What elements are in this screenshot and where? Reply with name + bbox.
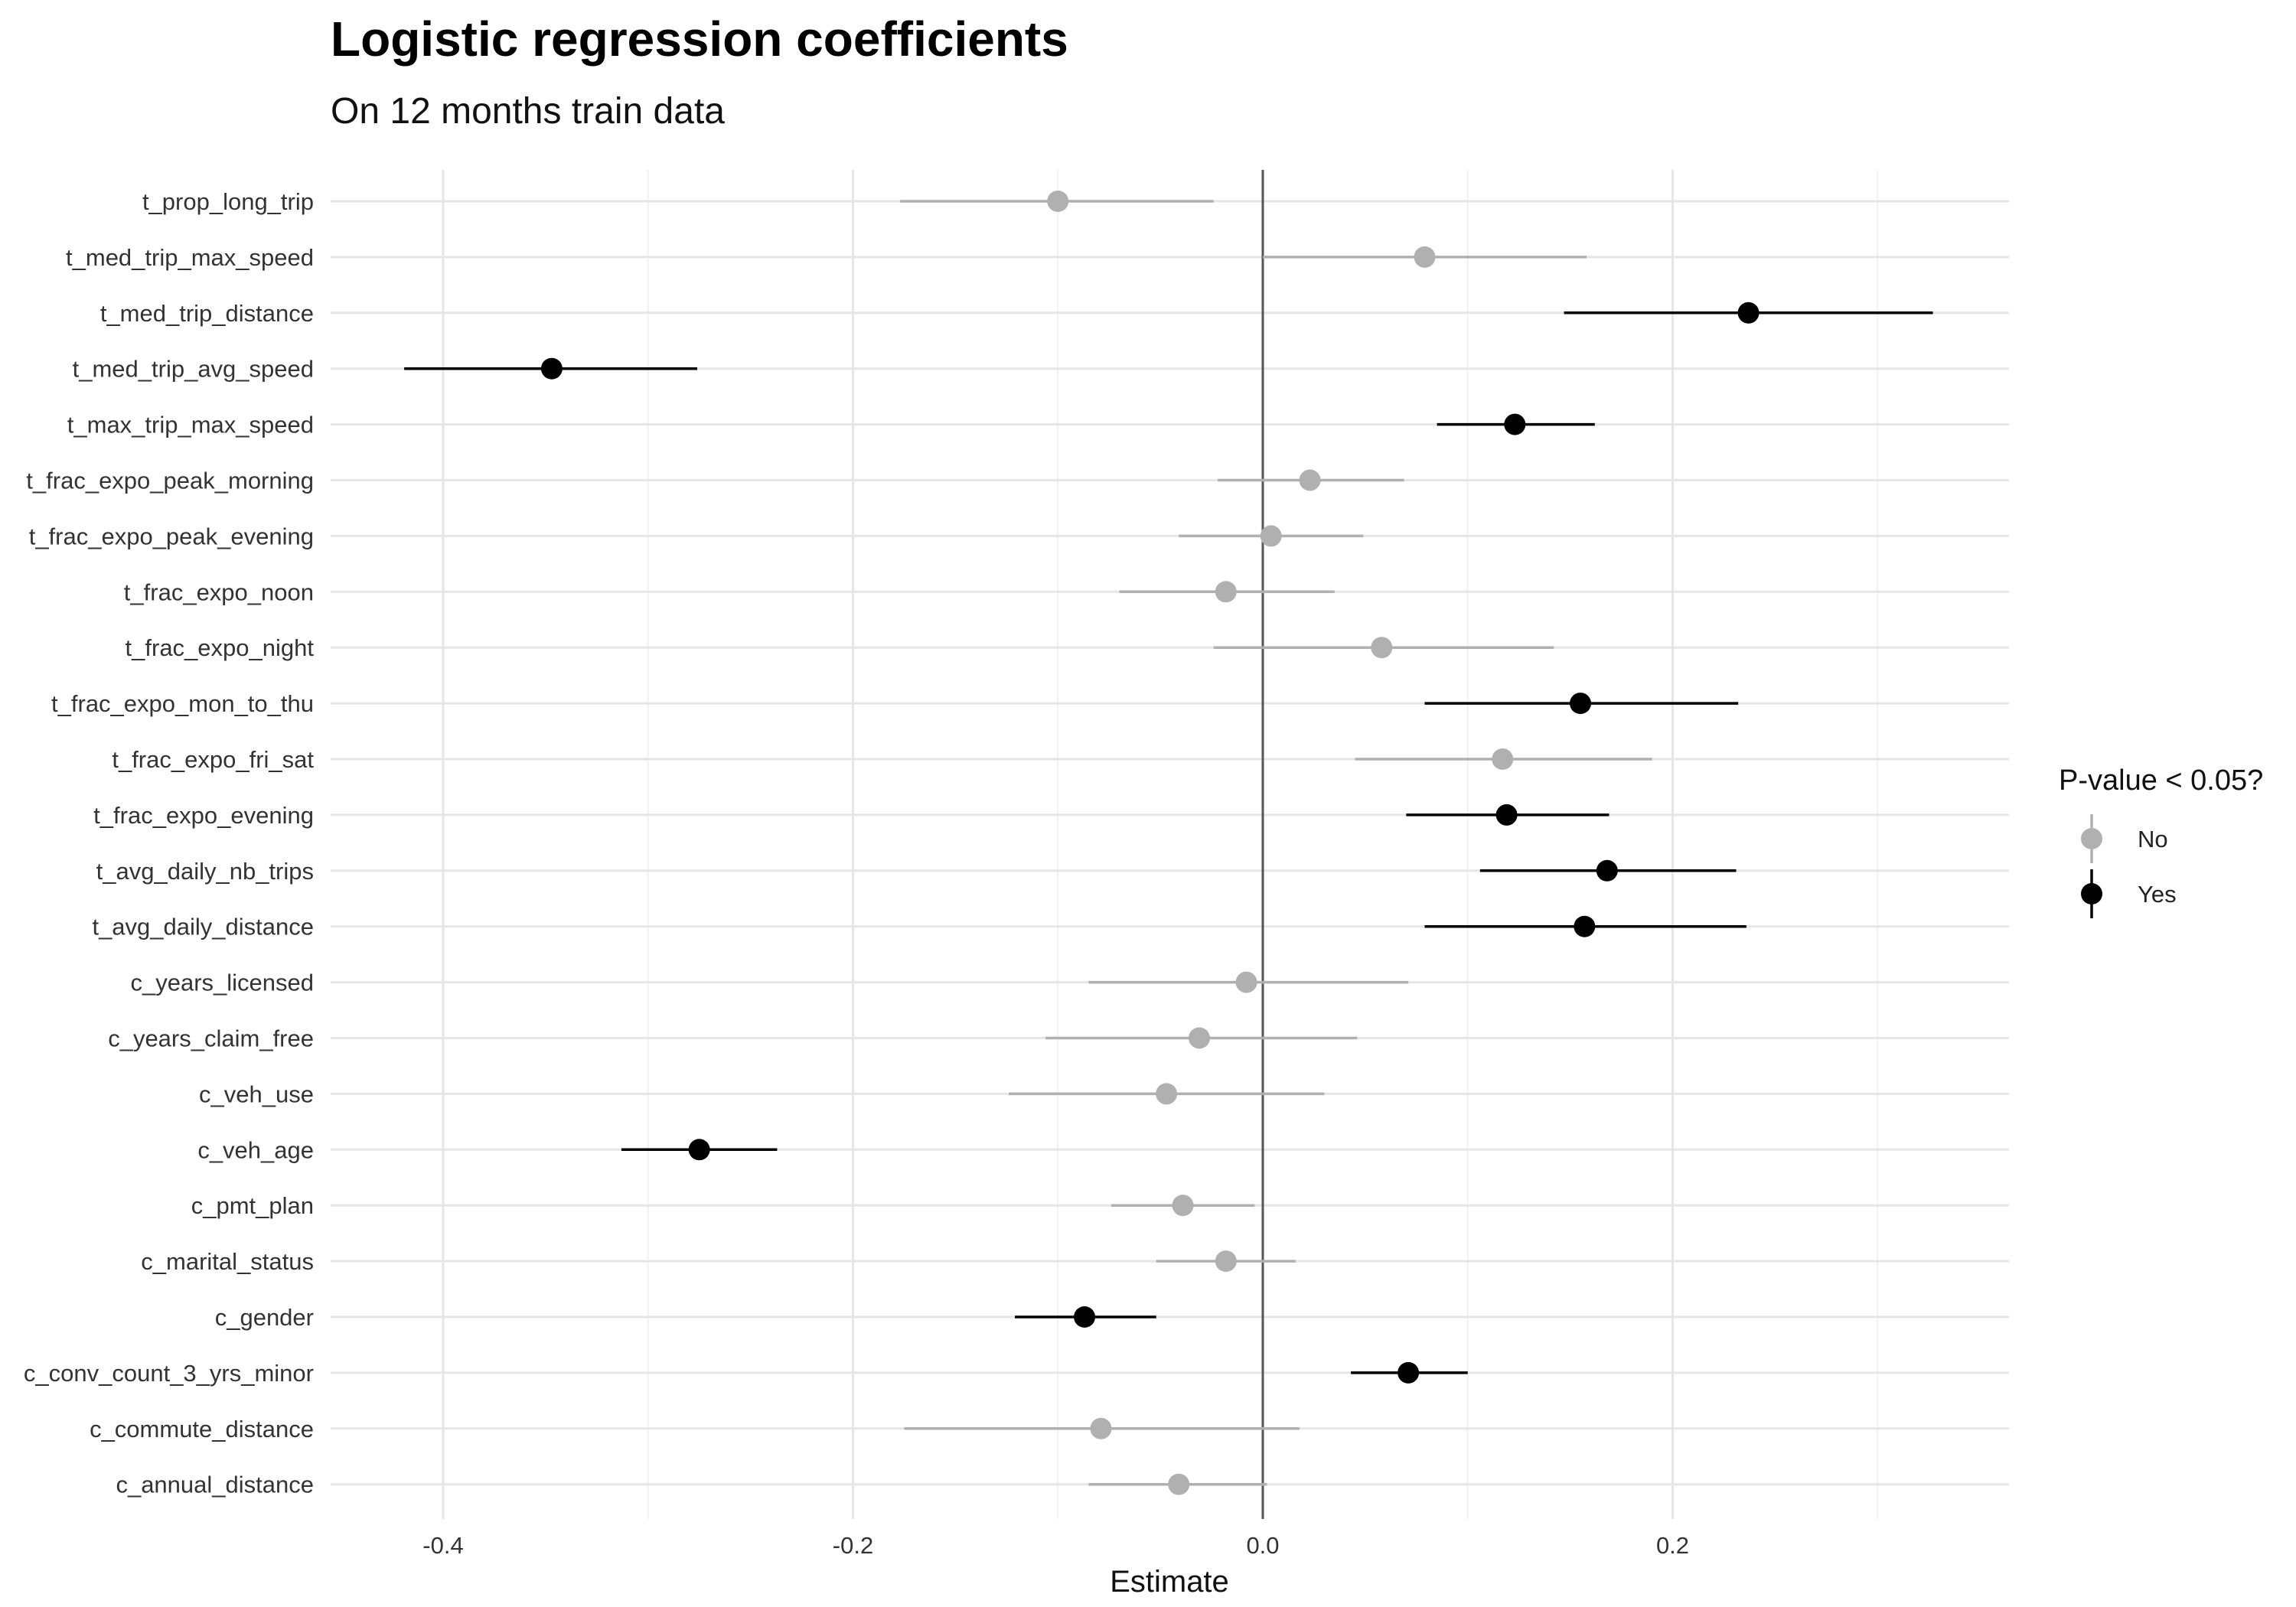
confidence-intervals [404, 200, 1933, 1486]
estimate-point [1596, 859, 1618, 882]
x-axis-label: Estimate [1110, 1565, 1229, 1599]
estimate-point [1090, 1417, 1112, 1439]
y-tick-label: c_conv_count_3_yrs_minor [24, 1360, 314, 1387]
y-tick-label: t_frac_expo_mon_to_thu [51, 690, 314, 717]
estimate-point [1235, 971, 1257, 993]
x-tick-label: -0.4 [422, 1532, 463, 1559]
estimate-point [688, 1139, 710, 1161]
y-tick-label: t_med_trip_distance [100, 300, 314, 327]
y-tick-label: c_veh_use [199, 1081, 314, 1107]
y-tick-label: t_med_trip_avg_speed [73, 356, 314, 383]
y-tick-label: t_frac_expo_fri_sat [112, 746, 314, 773]
estimate-points [540, 191, 1760, 1495]
y-tick-label: t_avg_daily_nb_trips [96, 858, 314, 885]
estimate-point [1371, 637, 1393, 659]
y-tick-label: t_frac_expo_peak_morning [26, 468, 314, 494]
estimate-point [1168, 1473, 1190, 1495]
y-tick-label: t_frac_expo_night [126, 634, 315, 661]
y-axis-tick-labels: t_prop_long_trip t_med_trip_max_speed t_me… [24, 188, 314, 1498]
estimate-point [1047, 191, 1069, 212]
estimate-point [1215, 1250, 1237, 1273]
estimate-point [1260, 525, 1282, 547]
estimate-point [1574, 915, 1596, 937]
x-tick-label: 0.0 [1246, 1532, 1279, 1559]
legend-key-point [2081, 883, 2102, 905]
y-tick-label: c_marital_status [141, 1248, 314, 1275]
estimate-point [1299, 469, 1321, 491]
y-tick-label: t_max_trip_max_speed [67, 412, 314, 438]
estimate-point [1172, 1195, 1194, 1217]
legend-entry-label: No [2138, 826, 2168, 852]
estimate-point [1570, 693, 1592, 715]
chart-subtitle: On 12 months train data [331, 91, 725, 132]
y-tick-label: t_prop_long_trip [142, 188, 314, 215]
estimate-point [1414, 246, 1436, 268]
estimate-point [540, 357, 563, 380]
x-tick-label: -0.2 [833, 1532, 873, 1559]
estimate-point [1074, 1306, 1096, 1328]
grid [331, 170, 2009, 1519]
estimate-point [1156, 1083, 1178, 1105]
legend-entry-label: Yes [2138, 881, 2177, 908]
estimate-point [1737, 302, 1760, 324]
y-tick-label: c_commute_distance [90, 1416, 314, 1442]
y-tick-label: c_years_claim_free [108, 1025, 314, 1052]
estimate-point [1215, 581, 1237, 603]
y-tick-label: c_annual_distance [116, 1472, 314, 1498]
estimate-point [1188, 1027, 1210, 1049]
estimate-point [1495, 804, 1518, 826]
legend-key-point [2081, 828, 2102, 849]
chart-title: Logistic regression coefficients [331, 11, 1068, 67]
estimate-point [1504, 413, 1526, 435]
y-tick-label: t_avg_daily_distance [92, 914, 314, 940]
x-axis-tick-labels: -0.4 -0.2 0.0 0.2 [422, 1532, 1689, 1559]
y-tick-label: t_med_trip_max_speed [66, 244, 314, 271]
legend: P-value < 0.05? No Yes [2059, 764, 2263, 918]
estimate-point [1492, 748, 1514, 770]
y-tick-label: c_veh_age [197, 1136, 314, 1163]
x-tick-label: 0.2 [1656, 1532, 1689, 1559]
y-tick-label: c_gender [215, 1304, 314, 1331]
y-tick-label: t_frac_expo_evening [93, 802, 314, 829]
legend-title: P-value < 0.05? [2059, 764, 2263, 797]
y-tick-label: t_frac_expo_noon [124, 579, 314, 605]
y-tick-label: t_frac_expo_peak_evening [29, 523, 314, 549]
y-tick-label: c_pmt_plan [191, 1192, 314, 1219]
estimate-point [1397, 1361, 1420, 1384]
legend-entries: No Yes [2081, 814, 2177, 918]
y-tick-label: c_years_licensed [130, 970, 314, 996]
